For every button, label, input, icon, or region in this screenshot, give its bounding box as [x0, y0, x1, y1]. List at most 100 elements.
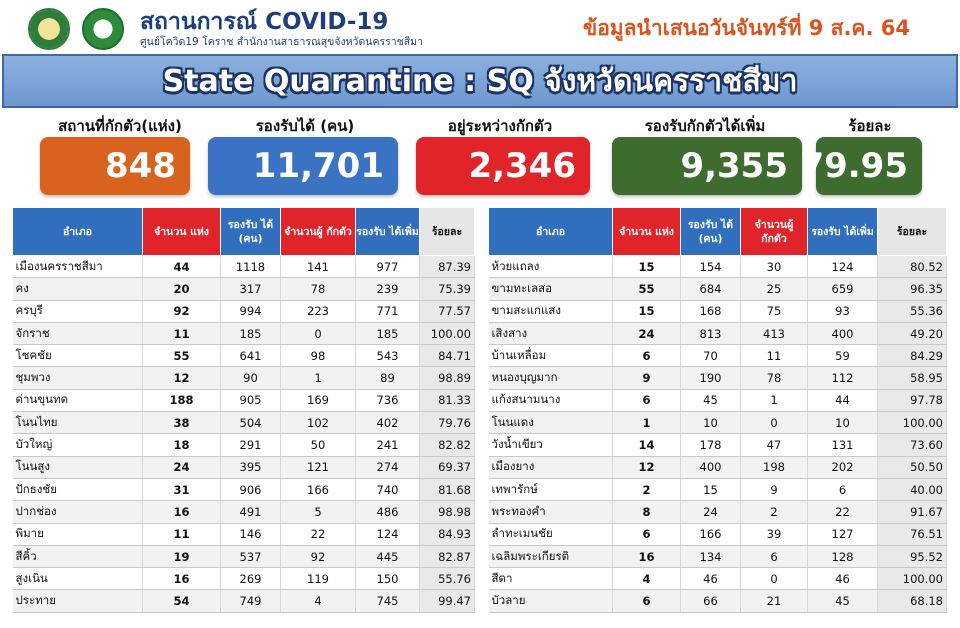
cell-capacity: 400 — [680, 456, 741, 479]
cell-additional: 543 — [355, 344, 420, 368]
cell-capacity: 45 — [680, 389, 741, 413]
cell-quarantined: 6 — [740, 545, 808, 569]
title-banner: State Quarantine : SQ จังหวัดนครราชสีมา — [2, 54, 958, 108]
col-percent: ร้อยละ — [419, 207, 475, 256]
cell-percent: 87.39 — [419, 255, 475, 279]
cell-quarantined: 102 — [280, 411, 356, 435]
cell-quarantined: 11 — [740, 344, 808, 368]
cell-district: คง — [12, 277, 143, 301]
table-row: โชคชัย 55 641 98 543 84.71 — [12, 344, 475, 368]
cell-additional: 185 — [355, 322, 420, 346]
cell-locations: 14 — [612, 433, 681, 457]
cell-quarantined: 25 — [740, 277, 808, 301]
cell-capacity: 185 — [220, 322, 281, 346]
cell-district: พิมาย — [12, 523, 143, 546]
cell-additional: 59 — [807, 344, 878, 368]
table-row: สีคิ้ว 19 537 92 445 82.87 — [12, 545, 475, 569]
col-quarantined: จำนวนผู้ กักตัว — [740, 207, 808, 256]
table-row: ปักธงชัย 31 906 166 740 81.68 — [12, 478, 475, 502]
cell-quarantined: 166 — [280, 478, 356, 502]
cell-capacity: 90 — [220, 366, 281, 390]
cell-district: โนนไทย — [12, 411, 143, 435]
cell-additional: 93 — [807, 300, 878, 323]
district-table-left: อำเภอ จำนวน แห่ง รองรับ ได้ (คน) จำนวนผู… — [12, 207, 475, 613]
cell-locations: 24 — [142, 456, 221, 479]
col-additional: รองรับ ได้เพิ่ม — [807, 207, 878, 256]
cell-quarantined: 198 — [740, 456, 808, 479]
table-row: ห้วยแถลง 15 154 30 124 80.52 — [488, 255, 947, 279]
stat-label-additional-capacity: รองรับกักตัวได้เพิ่ม — [644, 117, 766, 135]
cell-district: ชุมพวง — [12, 366, 143, 390]
page-title: สถานการณ์ COVID-19 — [140, 9, 389, 35]
cell-locations: 55 — [612, 277, 681, 301]
cell-capacity: 537 — [220, 545, 281, 569]
cell-additional: 6 — [807, 478, 878, 502]
cell-additional: 274 — [355, 456, 420, 479]
cell-district: วังน้ำเขียว — [488, 433, 613, 457]
cell-capacity: 178 — [680, 433, 741, 457]
cell-locations: 55 — [142, 344, 221, 368]
cell-additional: 400 — [807, 322, 878, 346]
cell-additional: 239 — [355, 277, 420, 301]
cell-locations: 1 — [612, 411, 681, 435]
cell-percent: 100.00 — [419, 322, 475, 346]
cell-quarantined: 47 — [740, 433, 808, 457]
cell-district: ขามสะแกแสง — [488, 300, 613, 323]
cell-quarantined: 223 — [280, 300, 356, 323]
cell-quarantined: 98 — [280, 344, 356, 368]
cell-locations: 15 — [612, 300, 681, 323]
table-row: พระทองคำ 8 24 2 22 91.67 — [488, 500, 947, 524]
table-row: เมืองนครราชสีมา 44 1118 141 977 87.39 — [12, 255, 475, 279]
cell-quarantined: 0 — [740, 567, 808, 591]
cell-percent: 49.20 — [877, 322, 947, 346]
cell-percent: 79.76 — [419, 411, 475, 435]
stat-label-in-quarantine: อยู่ระหว่างกักตัว — [447, 117, 553, 135]
cell-percent: 95.52 — [877, 545, 947, 569]
cell-locations: 16 — [612, 545, 681, 569]
cell-additional: 46 — [807, 567, 878, 591]
cell-percent: 84.29 — [877, 344, 947, 368]
table-row: ครบุรี 92 994 223 771 77.57 — [12, 300, 475, 323]
col-locations: จำนวน แห่ง — [612, 207, 681, 256]
table-header-row: อำเภอ จำนวน แห่ง รองรับ ได้ (คน) จำนวนผู… — [12, 207, 475, 256]
district-table-right: อำเภอ จำนวน แห่ง รองรับ ได้ (คน) จำนวนผู… — [488, 207, 947, 613]
cell-additional: 486 — [355, 500, 420, 524]
cell-capacity: 66 — [680, 589, 741, 613]
cell-capacity: 749 — [220, 589, 281, 613]
cell-locations: 11 — [142, 322, 221, 346]
cell-quarantined: 78 — [740, 366, 808, 390]
cell-district: แก้งสนามนาง — [488, 389, 613, 413]
table-row: ปากช่อง 16 491 5 486 98.98 — [12, 500, 475, 524]
cell-percent: 98.98 — [419, 500, 475, 524]
cell-quarantined: 50 — [280, 433, 356, 457]
cell-quarantined: 413 — [740, 322, 808, 346]
cell-additional: 736 — [355, 389, 420, 413]
cell-percent: 55.76 — [419, 567, 475, 591]
cell-capacity: 269 — [220, 567, 281, 591]
col-locations: จำนวน แห่ง — [142, 207, 221, 256]
cell-capacity: 15 — [680, 478, 741, 502]
col-capacity: รองรับ ได้ (คน) — [220, 207, 281, 256]
table-row: แก้งสนามนาง 6 45 1 44 97.78 — [488, 389, 947, 413]
cell-percent: 84.93 — [419, 523, 475, 546]
cell-additional: 150 — [355, 567, 420, 591]
cell-locations: 44 — [142, 255, 221, 279]
provincial-health-office-logo — [28, 8, 70, 50]
table-row: โนนแดง 1 10 0 10 100.00 — [488, 411, 947, 435]
cell-capacity: 641 — [220, 344, 281, 368]
cell-percent: 58.95 — [877, 366, 947, 390]
cell-additional: 740 — [355, 478, 420, 502]
cell-capacity: 154 — [680, 255, 741, 279]
header: สถานการณ์ COVID-19 ศูนย์โควิด19 โคราช สำ… — [0, 0, 960, 52]
cell-additional: 128 — [807, 545, 878, 569]
table-row: จักราช 11 185 0 185 100.00 — [12, 322, 475, 346]
cell-quarantined: 119 — [280, 567, 356, 591]
cell-quarantined: 4 — [280, 589, 356, 613]
cell-capacity: 46 — [680, 567, 741, 591]
cell-quarantined: 22 — [280, 523, 356, 546]
cell-quarantined: 5 — [280, 500, 356, 524]
cell-district: จักราช — [12, 322, 143, 346]
cell-quarantined: 0 — [280, 322, 356, 346]
cell-district: พระทองคำ — [488, 500, 613, 524]
table-row: ลำทะเมนชัย 6 166 39 127 76.51 — [488, 523, 947, 546]
